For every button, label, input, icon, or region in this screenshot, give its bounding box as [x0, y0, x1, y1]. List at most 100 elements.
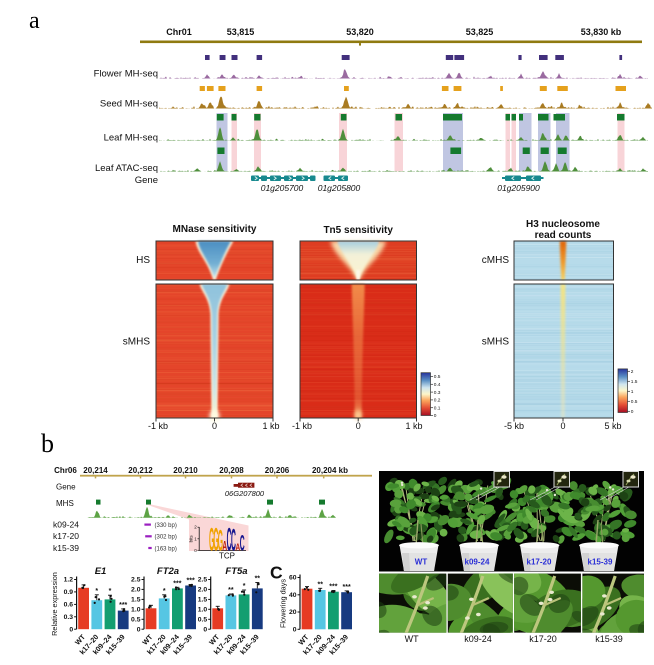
svg-text:*: *: [163, 588, 166, 595]
svg-text:20,204 kb: 20,204 kb: [312, 466, 348, 475]
svg-text:0.9: 0.9: [64, 589, 74, 596]
svg-text:53,825: 53,825: [466, 27, 494, 37]
svg-text:0: 0: [194, 548, 197, 553]
svg-text:0.3: 0.3: [434, 390, 441, 396]
svg-text:2.5: 2.5: [131, 577, 141, 584]
svg-text:0: 0: [212, 421, 217, 431]
svg-text:20,206: 20,206: [265, 466, 290, 475]
svg-text:C: C: [240, 532, 245, 556]
svg-text:0.1: 0.1: [434, 405, 441, 411]
svg-text:*: *: [243, 583, 246, 590]
svg-text:k17-20: k17-20: [529, 634, 557, 644]
svg-text:0: 0: [69, 626, 73, 633]
svg-text:0: 0: [434, 413, 437, 419]
svg-text:***: ***: [187, 578, 195, 585]
svg-text:k09-24: k09-24: [53, 520, 79, 530]
svg-text:G: G: [209, 521, 214, 557]
svg-text:0: 0: [293, 627, 297, 634]
svg-text:k09-24: k09-24: [464, 634, 492, 644]
svg-text:(330 bp): (330 bp): [155, 523, 177, 529]
svg-text:FT2a: FT2a: [157, 566, 179, 577]
svg-text:Leaf ATAC-seq: Leaf ATAC-seq: [95, 163, 158, 174]
svg-text:0: 0: [356, 421, 361, 431]
svg-text:01g205800: 01g205800: [318, 183, 361, 193]
svg-text:2: 2: [194, 525, 197, 530]
svg-text:2.0: 2.0: [131, 587, 141, 594]
svg-text:C: C: [270, 563, 283, 583]
svg-text:***: ***: [173, 580, 181, 587]
svg-text:Chr01: Chr01: [166, 27, 192, 37]
svg-text:b: b: [41, 429, 54, 458]
svg-text:*: *: [95, 588, 98, 595]
svg-text:Seed MH-seq: Seed MH-seq: [100, 99, 158, 110]
svg-text:0.6: 0.6: [64, 602, 74, 609]
svg-text:20,214: 20,214: [83, 466, 108, 475]
svg-text:*: *: [109, 588, 112, 595]
svg-text:0.5: 0.5: [131, 617, 141, 624]
svg-text:Chr06: Chr06: [54, 466, 77, 475]
svg-text:20,212: 20,212: [128, 466, 153, 475]
svg-text:Flower MH-seq: Flower MH-seq: [94, 69, 158, 80]
svg-text:0: 0: [560, 421, 565, 431]
svg-text:***: ***: [119, 602, 127, 609]
svg-text:0.3: 0.3: [64, 614, 74, 621]
svg-text:-5 kb: -5 kb: [504, 421, 524, 431]
svg-text:bits: bits: [189, 535, 194, 543]
svg-text:***: ***: [343, 584, 351, 591]
svg-text:0.5: 0.5: [198, 617, 208, 624]
svg-text:k15-39: k15-39: [588, 558, 613, 567]
svg-text:k15-39: k15-39: [53, 543, 79, 553]
svg-text:A: A: [235, 541, 240, 553]
svg-text:53,815: 53,815: [227, 27, 255, 37]
svg-text:**: **: [317, 581, 323, 588]
svg-text:**: **: [228, 587, 234, 594]
svg-text:0.5: 0.5: [631, 399, 638, 405]
svg-text:2.5: 2.5: [198, 577, 208, 584]
svg-text:01g205900: 01g205900: [497, 183, 540, 193]
svg-text:1.0: 1.0: [131, 607, 141, 614]
svg-text:0: 0: [203, 626, 207, 633]
svg-text:-1 kb: -1 kb: [292, 421, 312, 431]
svg-text:0.2: 0.2: [434, 398, 441, 404]
svg-text:(302 bp): (302 bp): [155, 535, 177, 541]
svg-text:53,830 kb: 53,830 kb: [581, 27, 622, 37]
svg-text:a: a: [29, 8, 40, 34]
svg-text:0: 0: [631, 409, 634, 415]
svg-text:sMHS: sMHS: [123, 337, 151, 348]
svg-text:***: ***: [329, 584, 337, 591]
svg-text:Gene: Gene: [135, 175, 158, 186]
svg-text:G: G: [213, 521, 218, 557]
svg-text:Gene: Gene: [56, 483, 76, 492]
svg-text:FT5a: FT5a: [225, 566, 247, 577]
svg-text:1.2: 1.2: [64, 577, 74, 584]
svg-text:Flowering days: Flowering days: [279, 579, 288, 628]
svg-text:WT: WT: [405, 634, 419, 644]
svg-text:5 kb: 5 kb: [604, 421, 621, 431]
svg-text:40: 40: [289, 592, 297, 599]
svg-text:Tn5 sensitivity: Tn5 sensitivity: [323, 225, 393, 236]
svg-text:60: 60: [289, 575, 297, 582]
svg-text:read counts: read counts: [535, 230, 592, 241]
svg-text:MHS: MHS: [56, 499, 74, 508]
svg-text:A: A: [222, 539, 227, 554]
svg-text:k15-39: k15-39: [595, 634, 623, 644]
svg-text:06G207800: 06G207800: [225, 489, 265, 498]
svg-text:H3 nucleosome: H3 nucleosome: [526, 219, 600, 230]
svg-text:1: 1: [631, 389, 634, 395]
svg-text:Relative expression: Relative expression: [50, 572, 59, 636]
svg-text:C: C: [231, 523, 236, 558]
svg-text:1 kb: 1 kb: [262, 421, 279, 431]
svg-text:0: 0: [137, 626, 141, 633]
svg-text:2.0: 2.0: [198, 587, 208, 594]
svg-text:2: 2: [631, 369, 634, 375]
svg-text:1.5: 1.5: [198, 597, 208, 604]
svg-text:20,208: 20,208: [219, 466, 244, 475]
svg-text:53,820: 53,820: [346, 27, 374, 37]
svg-text:Leaf MH-seq: Leaf MH-seq: [104, 133, 158, 144]
svg-text:1 kb: 1 kb: [405, 421, 422, 431]
svg-text:-1 kb: -1 kb: [148, 421, 168, 431]
svg-text:k09-24: k09-24: [465, 558, 490, 567]
svg-text:HS: HS: [136, 255, 150, 266]
svg-text:MNase sensitivity: MNase sensitivity: [173, 224, 257, 235]
svg-text:**: **: [255, 576, 261, 583]
